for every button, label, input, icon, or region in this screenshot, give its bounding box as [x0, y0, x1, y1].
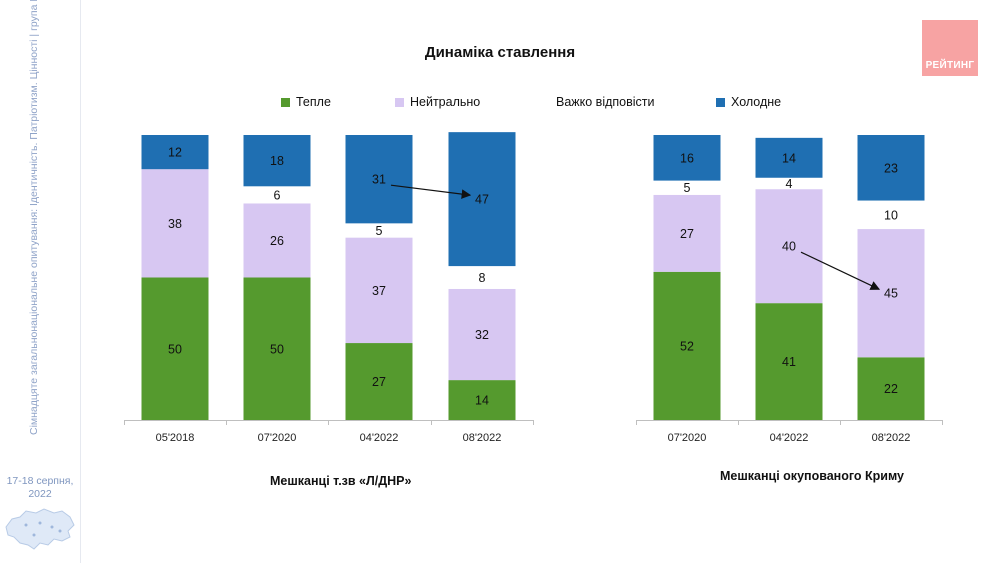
legend-swatch-neutral	[395, 97, 404, 107]
bar-segment-warm	[345, 343, 413, 420]
trend-arrow-ldnr-cold	[390, 184, 472, 199]
legend-swatch-hard-to-say	[541, 97, 550, 107]
bar-segment-cold	[653, 135, 721, 181]
data-label-warm: 27	[372, 375, 386, 389]
data-label-neutral: 26	[270, 234, 284, 248]
data-label-neutral: 45	[884, 287, 898, 301]
data-label-cold: 12	[168, 146, 182, 160]
data-label-hard-to-say: 5	[684, 181, 691, 195]
bar-segment-warm	[243, 277, 311, 420]
bar-segment-cold	[857, 135, 925, 201]
x-tick-label: 04'2022	[770, 432, 809, 444]
data-label-cold: 14	[782, 151, 796, 165]
data-label-neutral: 40	[782, 240, 796, 254]
data-label-neutral: 32	[475, 328, 489, 342]
legend-label-cold: Холодне	[731, 95, 782, 109]
data-label-warm: 14	[475, 394, 489, 408]
bar-segment-warm	[755, 303, 823, 420]
legend-item-warm: Тепле	[281, 95, 331, 109]
data-label-warm: 50	[168, 342, 182, 356]
data-label-hard-to-say: 5	[376, 224, 383, 238]
x-tick-label: 08'2022	[872, 432, 911, 444]
bar-segment-hard-to-say	[653, 180, 721, 195]
data-label-warm: 50	[270, 342, 284, 356]
bar-segment-cold	[448, 132, 516, 267]
legend-swatch-cold	[716, 97, 725, 107]
bar-segment-neutral	[857, 229, 925, 358]
x-tick-label: 08'2022	[463, 432, 502, 444]
legend-swatch-warm	[281, 97, 290, 107]
survey-date: 17-18 серпня, 2022	[6, 475, 74, 500]
data-label-cold: 31	[372, 173, 386, 187]
data-label-hard-to-say: 8	[479, 271, 486, 285]
legend-label-warm: Тепле	[296, 95, 331, 109]
x-tick-label: 04'2022	[360, 432, 399, 444]
data-label-warm: 41	[782, 355, 796, 369]
bar-segment-hard-to-say	[755, 177, 823, 190]
x-tick-label: 05'2018	[156, 432, 195, 444]
data-label-warm: 22	[884, 382, 898, 396]
bar-segment-cold	[755, 137, 823, 178]
bar-segment-neutral	[345, 237, 413, 344]
data-label-hard-to-say: 10	[884, 208, 898, 222]
group-label-ldnr: Мешканці т.зв «Л/ДНР»	[270, 474, 412, 488]
data-label-cold: 16	[680, 151, 694, 165]
bar-segment-cold	[243, 135, 311, 187]
bar-segment-warm	[448, 380, 516, 420]
legend-label-hard-to-say: Важко відповісти	[556, 95, 655, 109]
bar-segment-neutral	[243, 203, 311, 278]
bar-segment-neutral	[141, 169, 209, 278]
bar-segment-warm	[141, 277, 209, 420]
data-label-neutral: 27	[680, 227, 694, 241]
bar-segment-hard-to-say	[345, 223, 413, 238]
x-tick-label: 07'2020	[668, 432, 707, 444]
sidebar: Сімнадцяте загальнонаціональне опитуванн…	[0, 0, 81, 563]
data-label-hard-to-say: 4	[786, 177, 793, 191]
bar-segment-hard-to-say	[448, 266, 516, 289]
logo-text: РЕЙТИНГ	[925, 60, 975, 71]
data-label-warm: 52	[680, 339, 694, 353]
data-label-neutral: 38	[168, 217, 182, 231]
legend-item-cold: Холодне	[716, 95, 781, 109]
bar-segment-neutral	[653, 194, 721, 272]
chart-title: Динаміка ставлення	[424, 44, 576, 61]
x-tick-label: 07'2020	[258, 432, 297, 444]
trend-arrow-crimea-neutral	[800, 251, 881, 290]
data-label-cold: 18	[270, 154, 284, 168]
bar-segment-warm	[653, 271, 721, 420]
legend-item-hard-to-say: Важко відповісти	[541, 95, 655, 109]
bar-segment-hard-to-say	[857, 200, 925, 230]
data-label-cold: 23	[884, 161, 898, 175]
ukraine-map-icon	[5, 508, 75, 550]
bar-segment-cold	[141, 135, 209, 170]
data-label-cold: 47	[475, 193, 489, 207]
legend-label-neutral: Нейтрально	[410, 95, 481, 109]
bar-segment-warm	[857, 357, 925, 420]
group-label-crimea: Мешканці окупованого Криму	[720, 469, 904, 483]
bar-segment-hard-to-say	[243, 186, 311, 204]
data-label-hard-to-say: 6	[274, 188, 281, 202]
rating-logo: РЕЙТИНГ	[922, 20, 978, 76]
bar-segment-neutral	[448, 288, 516, 381]
bar-segment-neutral	[755, 189, 823, 304]
data-label-neutral: 37	[372, 284, 386, 298]
bar-segment-cold	[345, 135, 413, 224]
legend-item-neutral: Нейтрально	[395, 95, 480, 109]
